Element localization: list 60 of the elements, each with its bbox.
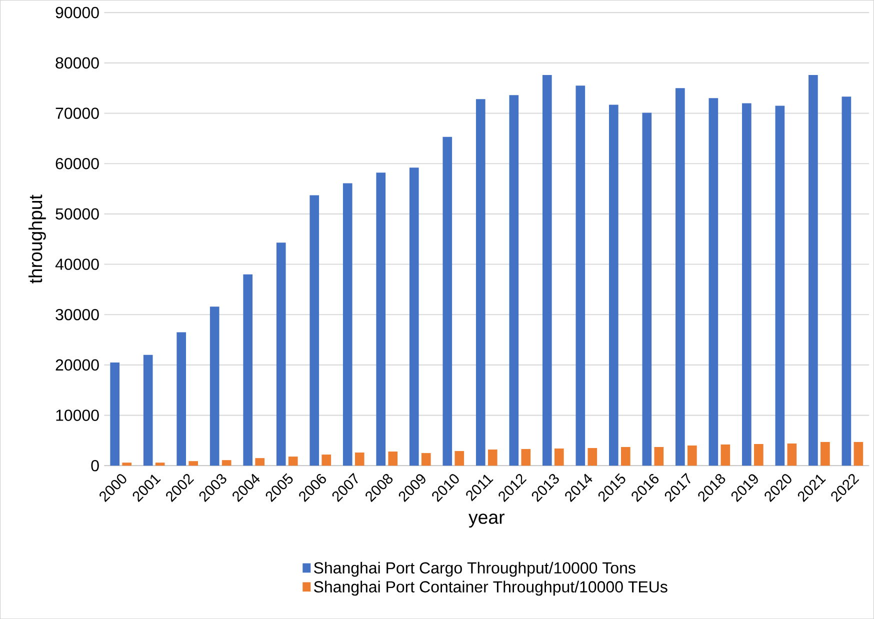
bar: [188, 461, 198, 466]
bar: [854, 442, 864, 466]
bar: [155, 462, 165, 466]
bar: [122, 462, 132, 466]
bar: [454, 450, 464, 466]
bar: [176, 332, 186, 466]
bar: [609, 104, 618, 466]
bar: [654, 446, 664, 466]
y-tick-label: 90000: [56, 6, 99, 18]
bar: [642, 112, 652, 466]
bar: [222, 460, 232, 466]
bar: [388, 451, 398, 466]
y-tick-label: 20000: [56, 359, 99, 371]
bar: [376, 172, 386, 466]
bar: [210, 306, 220, 466]
bar: [742, 103, 752, 466]
legend-label: Shanghai Port Cargo Throughput/10000 Tons: [314, 562, 636, 577]
bar: [808, 74, 818, 466]
bar: [708, 98, 718, 466]
bar: [342, 183, 352, 466]
legend-label: Shanghai Port Container Throughput/10000 TEUs: [314, 580, 668, 596]
bar: [409, 168, 419, 466]
y-tick-label: 10000: [56, 410, 99, 421]
bar: [243, 274, 253, 466]
bar: [288, 456, 298, 466]
y-tick-label: 80000: [56, 57, 99, 69]
bar: [576, 86, 586, 466]
bar: [554, 448, 564, 466]
bar: [354, 452, 364, 466]
bar: [720, 444, 730, 466]
y-tick-label: 60000: [56, 158, 99, 170]
bar: [322, 454, 332, 466]
bar: [421, 452, 431, 466]
bar: [620, 446, 630, 466]
bar: [310, 195, 320, 466]
bar: [676, 88, 685, 466]
bar: [588, 448, 598, 466]
bar: [488, 449, 498, 466]
bar: [509, 95, 519, 466]
y-axis-title: throughput: [28, 194, 46, 284]
y-tick-label: 40000: [55, 258, 99, 270]
y-tick-label: 50000: [56, 208, 99, 220]
bar: [143, 354, 153, 466]
bar: [521, 448, 531, 466]
y-tick-label: 30000: [56, 308, 99, 320]
bar: [542, 74, 552, 466]
bar: [820, 442, 830, 466]
y-tick-label: 0: [91, 460, 99, 472]
bar: [442, 136, 452, 466]
bar: [842, 96, 852, 466]
y-tick-label: 70000: [56, 108, 99, 119]
x-axis-title: year: [468, 514, 504, 528]
bar: [787, 443, 797, 466]
bar: [688, 445, 697, 466]
bar: [476, 99, 486, 466]
bar: [775, 106, 785, 466]
bar: [754, 444, 764, 466]
bar: [110, 362, 120, 466]
bar: [255, 458, 265, 466]
bar: [276, 242, 286, 466]
